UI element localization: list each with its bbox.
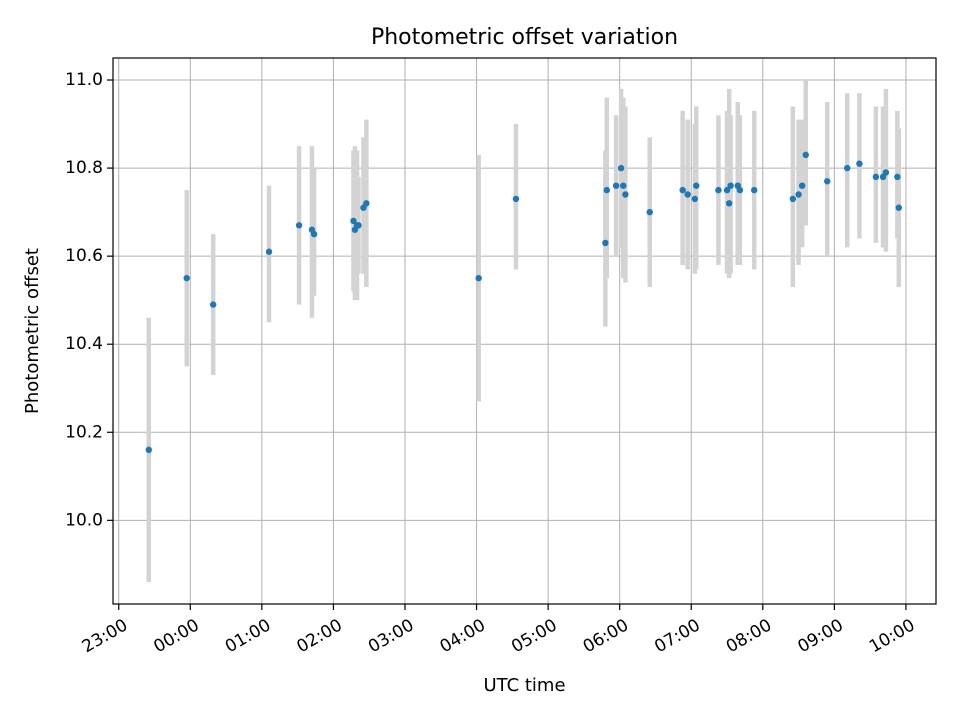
data-point: [727, 182, 734, 189]
data-point: [617, 164, 625, 172]
data-point: [882, 169, 890, 176]
plot-area: [113, 58, 936, 604]
data-point: [512, 195, 520, 203]
data-point: [751, 186, 758, 194]
plot-frame: [112, 57, 937, 605]
data-point: [684, 191, 691, 198]
chart-title: Photometric offset variation: [371, 25, 678, 50]
data-point: [310, 230, 318, 238]
data-point: [620, 182, 627, 189]
data-point: [795, 191, 802, 198]
y-tick-label: 10.2: [65, 422, 103, 442]
data-point: [612, 182, 620, 189]
y-tick-label: 11.0: [65, 70, 103, 90]
data-point: [145, 446, 152, 454]
y-tick-label: 10.8: [65, 158, 103, 178]
data-point: [693, 182, 700, 189]
data-point: [802, 151, 809, 159]
data-point: [789, 195, 797, 203]
data-point: [798, 182, 806, 189]
data-point: [602, 239, 609, 247]
data-point: [603, 186, 610, 194]
y-axis-ticks: 10.0 10.2 10.4 10.6 10.8 11.0: [65, 70, 113, 530]
x-axis-label: UTC time: [483, 675, 565, 696]
data-point: [715, 186, 722, 194]
data-point: [475, 274, 482, 282]
data-point: [646, 208, 653, 216]
y-tick-label: 10.4: [65, 334, 103, 354]
data-point: [725, 200, 733, 207]
data-point: [824, 178, 831, 185]
data-point: [895, 204, 902, 211]
data-point: [844, 164, 851, 172]
data-point: [350, 217, 357, 225]
y-tick-label: 10.6: [65, 246, 103, 266]
data-point: [679, 186, 686, 194]
data-point: [736, 186, 744, 194]
data-points: [145, 151, 902, 454]
data-point: [363, 200, 370, 207]
data-point: [691, 195, 699, 203]
data-point: [872, 173, 880, 181]
y-tick-label: 10.0: [65, 510, 103, 530]
data-point: [723, 186, 731, 194]
data-point: [209, 301, 217, 308]
data-point: [295, 222, 303, 229]
data-point: [856, 160, 863, 167]
y-axis-label: Photometric offset: [22, 248, 43, 414]
data-point: [622, 191, 629, 198]
data-point: [265, 248, 273, 255]
data-point: [894, 173, 901, 181]
data-point: [183, 274, 190, 282]
data-point: [355, 222, 362, 229]
